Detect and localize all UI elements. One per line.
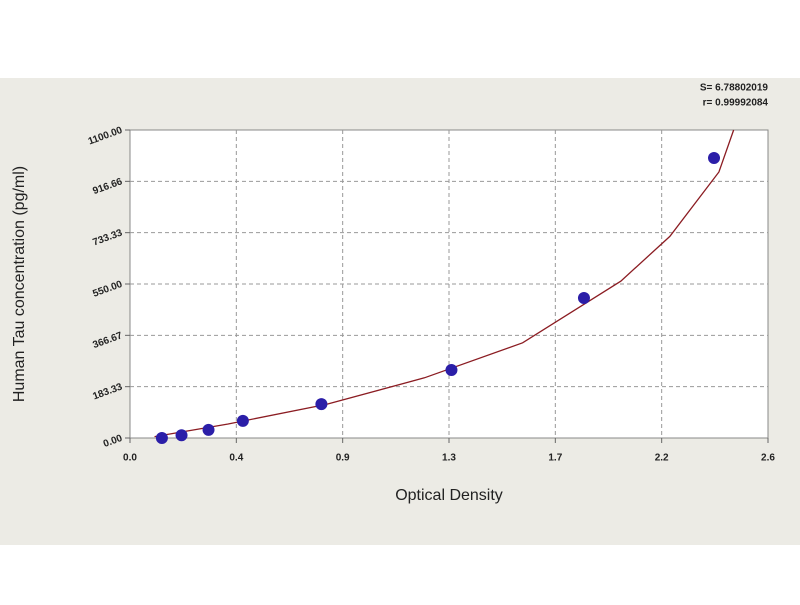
x-tick-label: 0.4 bbox=[229, 453, 243, 464]
data-point bbox=[445, 363, 458, 376]
x-tick-label: 2.2 bbox=[655, 453, 669, 464]
fit-curve bbox=[154, 129, 735, 438]
x-tick-label: 0.0 bbox=[123, 453, 137, 464]
data-point bbox=[155, 432, 168, 444]
data-point bbox=[708, 152, 721, 164]
data-point bbox=[315, 398, 328, 411]
x-tick-label: 2.6 bbox=[761, 453, 775, 464]
annotation: S= 6.78802019 bbox=[700, 83, 769, 94]
y-axis-title: Human Tau concentration (pg/ml) bbox=[11, 166, 28, 402]
annotation: r= 0.99992084 bbox=[703, 98, 769, 109]
data-point bbox=[175, 429, 188, 442]
x-tick-label: 0.9 bbox=[336, 453, 350, 464]
x-tick-label: 1.3 bbox=[442, 453, 456, 464]
data-point bbox=[202, 423, 215, 436]
data-point bbox=[577, 292, 590, 304]
x-tick-label: 1.7 bbox=[548, 453, 562, 464]
x-axis-title: Optical Density bbox=[395, 487, 503, 504]
data-point bbox=[236, 414, 249, 427]
